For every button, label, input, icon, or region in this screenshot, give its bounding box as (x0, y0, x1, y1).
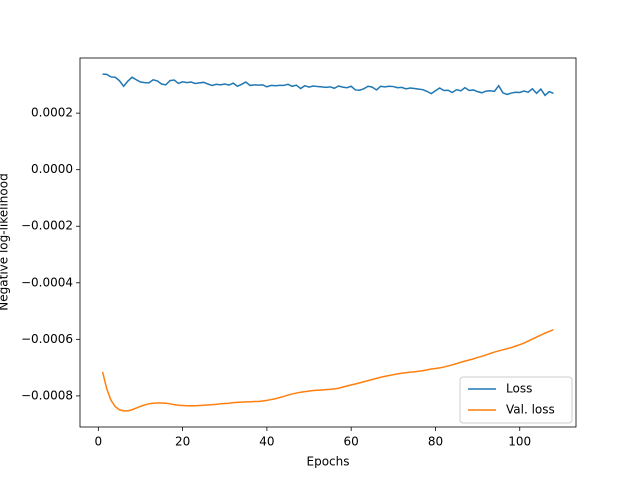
y-tick-label: −0.0002 (21, 219, 73, 233)
line-series (101, 329, 554, 412)
line-series (102, 73, 554, 97)
axes-frame (79, 57, 577, 428)
y-tick-label: −0.0008 (21, 388, 73, 402)
x-tick-label: 60 (344, 435, 359, 449)
x-tick-label: 100 (508, 435, 531, 449)
y-axis-label: Negative log-likelihood (0, 173, 11, 310)
y-tick-label: −0.0006 (21, 332, 73, 346)
x-axis-label: Epochs (307, 455, 350, 469)
legend: Loss Val. loss (459, 376, 573, 424)
x-tick-label: 80 (428, 435, 443, 449)
legend-label: Val. loss (506, 403, 555, 417)
x-tick-label: 0 (95, 435, 103, 449)
x-tick-label: 20 (175, 435, 190, 449)
y-tick-label: 0.0000 (31, 162, 73, 176)
y-tick-label: −0.0004 (21, 275, 73, 289)
y-tick-label: 0.0002 (31, 106, 73, 120)
legend-label: Loss (506, 382, 532, 396)
x-tick-label: 40 (259, 435, 274, 449)
